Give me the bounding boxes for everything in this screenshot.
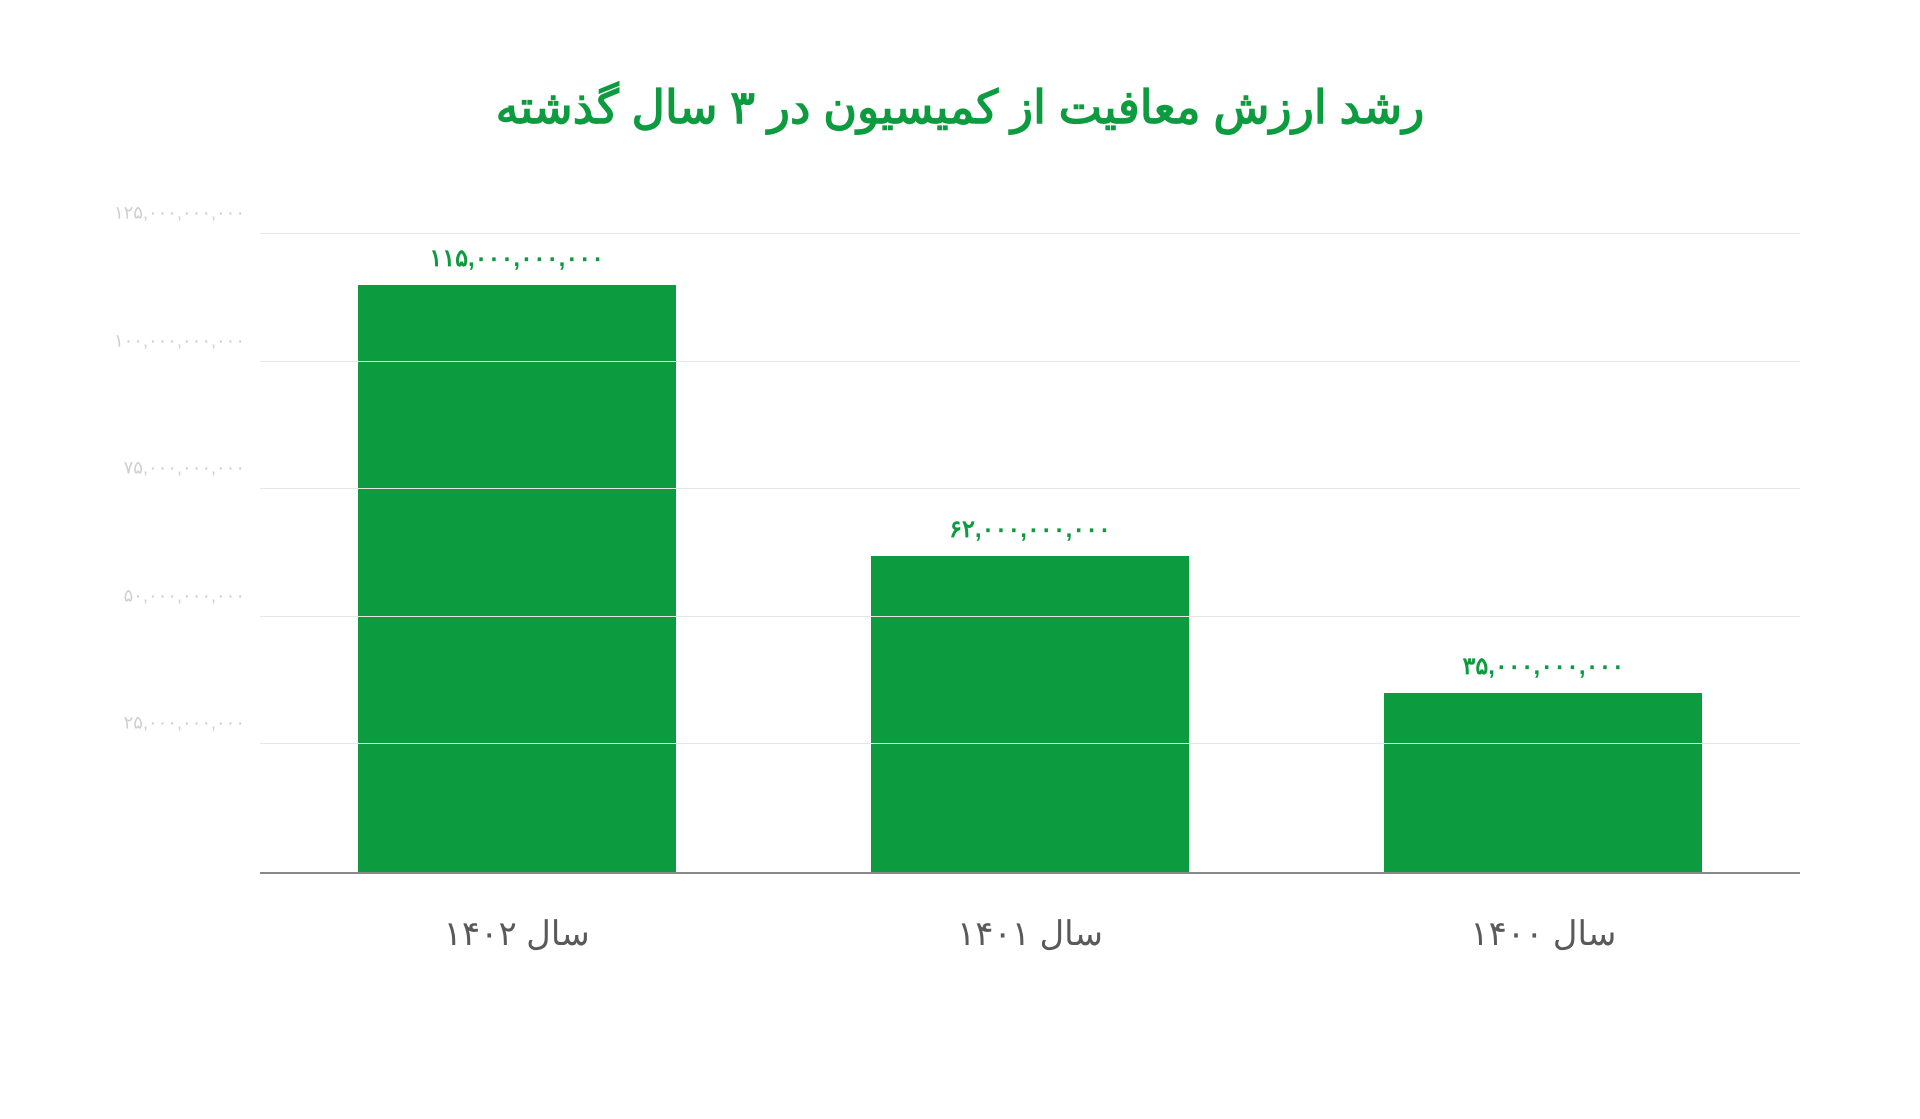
y-tick-label: ۷۵,۰۰۰,۰۰۰,۰۰۰ (60, 458, 245, 479)
bar-value-label: ۳۵,۰۰۰,۰۰۰,۰۰۰ (1462, 652, 1624, 681)
y-tick-label: ۲۵,۰۰۰,۰۰۰,۰۰۰ (60, 713, 245, 734)
x-axis-labels: سال ۱۴۰۰سال ۱۴۰۱سال ۱۴۰۲ (260, 914, 1800, 954)
chart-title: رشد ارزش معافیت از کمیسیون در ۳ سال گذشت… (60, 80, 1860, 134)
bar (358, 285, 676, 872)
bar (1384, 693, 1702, 872)
grid-line (260, 233, 1800, 234)
chart-container: رشد ارزش معافیت از کمیسیون در ۳ سال گذشت… (0, 0, 1920, 1119)
grid-line (260, 488, 1800, 489)
plot-area: ۳۵,۰۰۰,۰۰۰,۰۰۰ ۶۲,۰۰۰,۰۰۰,۰۰۰ ۱۱۵,۰۰۰,۰۰۰,… (260, 234, 1800, 874)
bar-slot: ۱۱۵,۰۰۰,۰۰۰,۰۰۰ (260, 234, 773, 872)
bar-slot: ۳۵,۰۰۰,۰۰۰,۰۰۰ (1287, 234, 1800, 872)
x-axis-label: سال ۱۴۰۱ (773, 914, 1286, 954)
grid-line (260, 361, 1800, 362)
bar (871, 556, 1189, 872)
y-tick-label: ۵۰,۰۰۰,۰۰۰,۰۰۰ (60, 585, 245, 606)
grid-line (260, 743, 1800, 744)
bar-value-label: ۶۲,۰۰۰,۰۰۰,۰۰۰ (949, 515, 1111, 544)
x-axis-label: سال ۱۴۰۲ (260, 914, 773, 954)
y-tick-label: ۱۲۵,۰۰۰,۰۰۰,۰۰۰ (60, 203, 245, 224)
x-axis-label: سال ۱۴۰۰ (1287, 914, 1800, 954)
y-tick-label: ۱۰۰,۰۰۰,۰۰۰,۰۰۰ (60, 330, 245, 351)
bar-value-label: ۱۱۵,۰۰۰,۰۰۰,۰۰۰ (429, 244, 604, 273)
bars-group: ۳۵,۰۰۰,۰۰۰,۰۰۰ ۶۲,۰۰۰,۰۰۰,۰۰۰ ۱۱۵,۰۰۰,۰۰۰,… (260, 234, 1800, 872)
grid-line (260, 616, 1800, 617)
bar-slot: ۶۲,۰۰۰,۰۰۰,۰۰۰ (773, 234, 1286, 872)
